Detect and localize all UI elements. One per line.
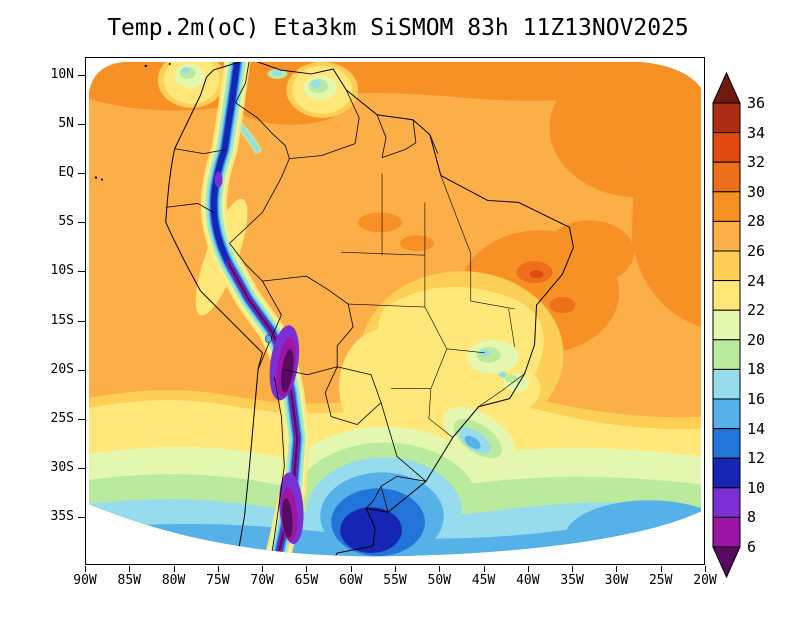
andes-cold-strip: [200, 61, 311, 557]
lon-tick: [217, 566, 219, 572]
lat-tick: [78, 271, 85, 273]
lat-tick: [78, 418, 85, 420]
colorbar-label: 30: [747, 182, 766, 201]
lon-tick: [527, 566, 529, 572]
lat-tick: [78, 467, 85, 469]
lat-label: 5S: [58, 214, 74, 230]
lat-label: 15S: [50, 312, 74, 328]
lat-tick: [78, 320, 85, 322]
lon-label: 80W: [161, 573, 186, 588]
colorbar-label: 20: [747, 330, 766, 349]
lon-tick: [572, 566, 574, 572]
colorbar: [710, 70, 770, 582]
lon-label: 45W: [471, 573, 496, 588]
colorbar-segment: [712, 487, 741, 518]
colorbar-label: 26: [747, 242, 766, 260]
colorbar-label: 24: [747, 271, 766, 290]
islands: [94, 62, 171, 181]
lat-tick: [78, 516, 85, 518]
chart-title: Temp.2m(oC) Eta3km SiSMOM 83h 11Z13NOV20…: [107, 15, 689, 41]
colorbar-segment: [712, 309, 741, 341]
colorbar-label: 14: [747, 419, 766, 438]
lon-label: 35W: [560, 573, 584, 588]
lat-label: EQ: [58, 165, 74, 181]
colorbar-label: 34: [747, 123, 766, 142]
lon-tick: [395, 566, 396, 572]
colorbar-segment: [712, 280, 741, 311]
colorbar-segment: [712, 191, 741, 222]
colorbar-label: 8: [747, 508, 757, 527]
lat-label: 10S: [50, 263, 74, 279]
lat-label: 35S: [50, 508, 74, 524]
plot-frame: [85, 57, 705, 565]
lon-label: 25W: [648, 573, 673, 588]
temperature-map: [88, 61, 702, 557]
coastline: [165, 61, 574, 557]
lat-label: 5N: [58, 116, 74, 132]
lon-label: 40W: [516, 573, 540, 588]
colorbar-segment: [712, 457, 741, 489]
lon-label: 75W: [206, 573, 230, 588]
lon-label: 30W: [604, 573, 629, 588]
colorbar-label: 18: [747, 360, 766, 379]
colorbar-segment: [712, 398, 741, 430]
lon-tick: [306, 566, 308, 572]
temperature-field: [88, 61, 702, 557]
colorbar-segment: [712, 428, 741, 459]
lon-tick: [173, 566, 175, 572]
lon-tick: [660, 566, 662, 572]
argentina-cold-core: [340, 507, 402, 554]
lon-tick: [350, 566, 352, 572]
colorbar-segment: [712, 102, 741, 134]
lat-tick: [78, 222, 85, 224]
lat-label: 30S: [50, 459, 74, 475]
lat-label: 10N: [50, 67, 74, 82]
lake-titicaca: [265, 334, 272, 344]
lon-label: 20W: [693, 573, 717, 588]
hot-spots-30-34: [501, 261, 576, 319]
lon-label: 90W: [73, 573, 97, 588]
colorbar-label: 10: [747, 478, 766, 497]
lon-label: 65W: [294, 573, 319, 588]
lon-tick: [616, 566, 618, 572]
colorbar-label: 22: [747, 301, 766, 320]
lon-tick: [439, 566, 441, 572]
colorbar-segment: [712, 220, 741, 252]
lon-label: 55W: [383, 573, 407, 588]
lon-label: 70W: [250, 573, 274, 588]
colorbar-arrow-up: [712, 71, 741, 104]
colorbar-segment: [712, 516, 741, 548]
lon-tick: [129, 566, 131, 572]
colorbar-segment: [712, 161, 741, 193]
colorbar-segment: [712, 250, 741, 282]
lon-tick: [483, 566, 485, 572]
lat-tick: [78, 173, 85, 175]
colorbar-label: 32: [747, 153, 766, 172]
lat-label: 25S: [50, 410, 74, 426]
lon-label: 60W: [338, 573, 363, 588]
colorbar-label: 6: [747, 538, 757, 556]
colorbar-label: 36: [747, 94, 766, 112]
lat-label: 20S: [50, 361, 74, 377]
colorbar-arrow-down: [712, 546, 741, 579]
lon-tick: [705, 566, 706, 572]
lat-tick: [78, 75, 85, 76]
colorbar-label: 16: [747, 390, 766, 408]
lon-label: 50W: [427, 573, 452, 588]
lon-tick: [85, 566, 86, 572]
lon-tick: [262, 566, 264, 572]
lat-tick: [78, 369, 85, 371]
colorbar-label: 12: [747, 449, 766, 468]
state-borders: [341, 173, 525, 438]
lat-tick: [78, 124, 85, 126]
colorbar-label: 28: [747, 212, 766, 231]
colorbar-segment: [712, 132, 741, 163]
lon-label: 85W: [117, 573, 142, 588]
colorbar-segment: [712, 368, 741, 400]
colorbar-segment: [712, 339, 741, 370]
